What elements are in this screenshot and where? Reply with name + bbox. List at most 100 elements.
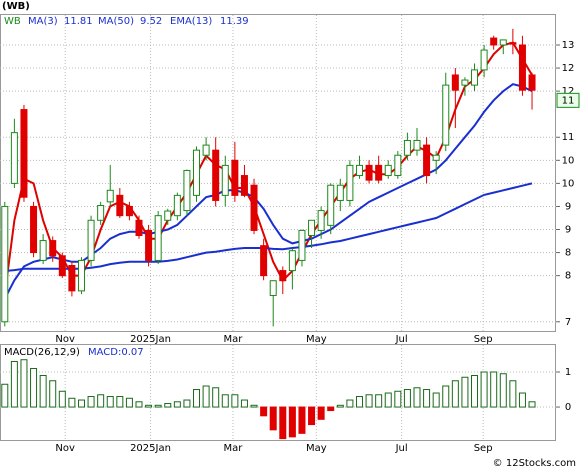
candle-body [49,240,57,257]
candle-body [87,219,95,261]
candle-body [68,264,76,292]
candle-body [279,270,287,282]
bar [528,401,536,408]
legend-name: MA(3) [28,16,58,27]
bar [403,389,411,408]
y-tick-label: 12 [562,63,575,74]
candle-body [106,189,114,203]
candle-body [269,280,277,296]
bar [30,367,38,408]
legend-name: MA(50) [98,16,134,27]
bar [135,401,143,408]
y-tick-label: 7 [565,317,571,328]
candle-body [490,37,498,46]
bar [308,406,316,426]
bar [394,390,402,408]
bar [68,397,76,408]
y-tick-label: 10 [562,178,575,189]
candle-body [423,144,431,177]
candle-body [403,139,411,156]
y-tick-label: 9 [565,225,571,236]
candle-body [1,205,9,323]
bar [327,406,335,412]
x-tick-label: Sep [474,334,493,345]
bar [193,389,201,408]
bar [106,396,114,408]
candle-body [308,219,316,237]
bar [221,394,229,408]
bar [490,371,498,408]
candle-body [145,229,153,261]
bar [423,389,431,408]
bar [375,394,383,408]
bar [1,383,9,408]
legend-value: 11.81 [64,16,93,27]
y-tick-label: 1 [565,367,571,378]
candle-body [365,164,373,181]
chart-title: (WB) [2,1,30,12]
bar [125,397,133,408]
x-tick-label: Jul [395,334,408,345]
candle-body [250,184,258,231]
bar [365,394,373,408]
candle-body [432,154,440,161]
bar [202,385,210,408]
y-tick-label: 11 [562,132,575,143]
candle-body [442,84,450,146]
bar [432,392,440,408]
candle-body [346,164,354,201]
y-tick-label: 12 [562,86,575,97]
macd-subtitle: MACD:0.07 [88,347,144,358]
symbol: WB [4,16,21,27]
y-tick-label: 9 [565,201,571,212]
y-tick-label: 8 [565,248,571,259]
bar [260,406,268,417]
candle-body [125,205,133,217]
bar [480,371,488,408]
candle-body [20,109,28,198]
candle-body [97,205,105,221]
candle-body [58,255,66,277]
bar [116,396,124,408]
bar [183,399,191,408]
bar [499,373,507,408]
candle-body [202,144,210,156]
candle-body [394,154,402,177]
x-tick-label: Mar [224,334,244,345]
bar [336,404,344,408]
bar [231,394,239,408]
bar [461,376,469,408]
candle-body [10,132,18,184]
bar [317,406,325,420]
price-frame [0,14,556,332]
bar [39,374,47,408]
x-tick-label: Nov [55,334,75,345]
candle-body [509,42,517,45]
bar [97,394,105,408]
x-tick-label: Mar [224,443,244,454]
bar [20,359,28,408]
bar [509,380,517,408]
bar [49,380,57,408]
x-tick-label: Nov [55,443,75,454]
candle-body [193,149,201,196]
candle-body [77,259,85,292]
candle-body [518,44,526,91]
candle-body [317,210,325,231]
y-tick-label: 13 [562,40,575,51]
bar [145,404,153,408]
legend-name: EMA(13) [170,16,212,27]
candle-body [288,250,296,272]
bar [173,401,181,408]
candle-body [528,74,536,91]
bar [154,404,162,408]
bar [164,403,172,408]
bar [250,404,258,408]
candle-body [231,159,239,196]
candle-body [471,69,479,86]
bar [240,399,248,408]
x-tick-label: May [306,334,327,345]
bar [442,385,450,408]
